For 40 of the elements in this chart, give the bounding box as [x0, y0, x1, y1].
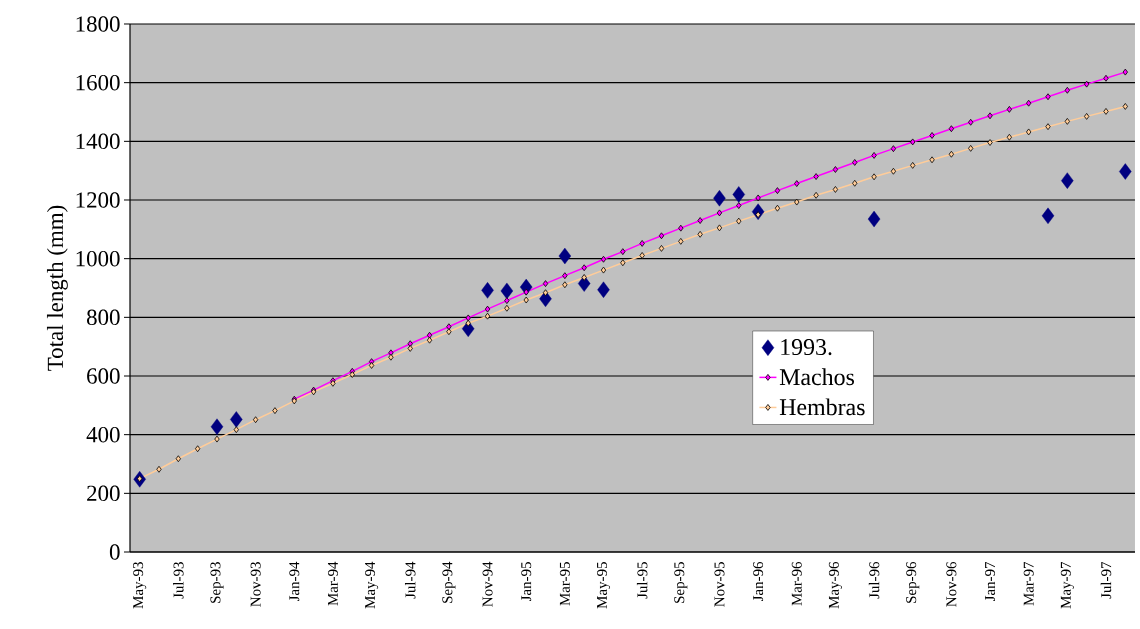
- x-tick-label: Mar-96: [791, 561, 802, 606]
- x-tick-label: May-97: [1060, 561, 1074, 609]
- x-tick-label: Jul-94: [404, 561, 416, 599]
- x-tick-label: Mar-94: [327, 561, 338, 606]
- y-tick-label: 0: [109, 544, 120, 560]
- y-tick-label: 1000: [76, 250, 120, 267]
- x-tick-label: Mar-97: [1023, 561, 1034, 606]
- x-tick-label: Jul-97: [1100, 561, 1112, 599]
- x-tick-label: Jan-94: [289, 561, 300, 602]
- x-tick-label: Nov-95: [714, 562, 725, 607]
- x-tick-label: Jul-96: [868, 561, 880, 599]
- x-tick-label: Sep-93: [210, 562, 224, 603]
- x-tick-label: Jul-95: [636, 562, 648, 599]
- y-tick-label: 1600: [76, 74, 120, 91]
- legend-label: Hembras: [779, 398, 865, 416]
- x-tick-label: May-96: [828, 561, 842, 609]
- legend-label: 1993.: [781, 339, 832, 356]
- x-tick-label: May-95: [596, 562, 611, 609]
- x-tick-label: May-94: [365, 561, 379, 609]
- y-tick-label: 200: [87, 485, 120, 502]
- y-tick-label: 1800: [76, 16, 120, 32]
- x-tick-label: Sep-96: [906, 561, 920, 603]
- x-tick-label: Mar-95: [559, 562, 570, 606]
- x-tick-label: May-93: [133, 562, 147, 609]
- y-tick-label: 800: [86, 309, 120, 326]
- x-tick-label: Nov-94: [482, 561, 493, 607]
- y-tick-label: 400: [86, 426, 120, 443]
- x-tick-label: Sep-95: [674, 562, 688, 603]
- y-axis-title: Total length (mm): [46, 205, 68, 371]
- x-tick-label: Nov-93: [250, 562, 261, 607]
- y-tick-label: 1400: [76, 133, 120, 150]
- y-tick-label: 1200: [76, 192, 120, 208]
- x-tick-label: Sep-94: [442, 561, 456, 603]
- x-tick-label: Jan-96: [753, 561, 764, 602]
- x-tick-label: Jan-95: [521, 562, 532, 602]
- legend-label: Machos: [779, 368, 855, 386]
- x-tick-label: Jul-93: [173, 562, 184, 599]
- x-tick-label: Jan-97: [985, 561, 996, 602]
- y-tick-label: 600: [87, 368, 120, 384]
- x-tick-label: Nov-96: [946, 561, 957, 607]
